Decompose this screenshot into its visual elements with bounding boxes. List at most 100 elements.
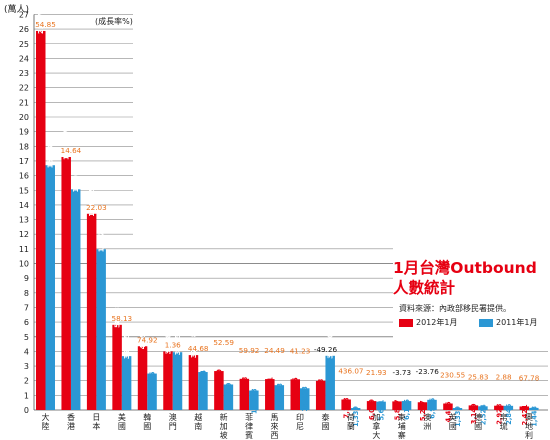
category-label: 國 (143, 422, 151, 431)
category-label: 荷 (347, 412, 355, 422)
bar-2012 (36, 30, 46, 411)
y-axis-unit-label: (萬人) (4, 5, 30, 15)
bar-2012 (315, 380, 326, 410)
bar-2012 (163, 351, 173, 410)
bar-2011 (223, 384, 234, 410)
bar-2011 (376, 401, 386, 410)
bar-value-label-2011: 6,935 (429, 397, 437, 418)
y-tick-label: 21 (19, 98, 29, 107)
y-tick-label: 23 (19, 69, 29, 78)
growth-rate-label: -3.73 (392, 368, 411, 377)
category-label: 利 (525, 430, 533, 440)
growth-rate-header: (成長率%) (95, 17, 133, 26)
category-label: 印 (296, 413, 304, 422)
y-tick-label: 2 (24, 377, 29, 386)
category-label: 日 (92, 413, 100, 422)
growth-rate-label: -49.26 (314, 345, 338, 354)
bar-value-label-2012: 20,955 (292, 377, 300, 403)
y-tick-label: 1 (24, 391, 29, 400)
bar-2012 (61, 157, 71, 410)
category-label: 拿 (372, 421, 380, 431)
bar-value-label-2012: 39,986 (165, 329, 173, 355)
category-label: 美 (118, 412, 126, 422)
legend-label-2012: 2012年1月 (416, 318, 458, 327)
chart-title-line-2: 人數統計 (393, 279, 456, 297)
growth-rate-label: 44.68 (188, 344, 209, 353)
growth-rate-label: 41.23 (290, 346, 311, 355)
bar-value-label-2012: 26,579 (215, 369, 223, 395)
growth-rate-label: 1.36 (165, 340, 181, 349)
bar-value-label-2011: 17,419 (225, 382, 233, 408)
bar-value-label-2012: 19,928 (317, 378, 325, 404)
growth-rate-label: 59.92 (239, 346, 260, 355)
category-label: 香 (67, 412, 75, 422)
bar-2011 (147, 373, 157, 410)
y-tick-label: 15 (19, 186, 29, 195)
bar-value-label-2011: 16,958 (276, 383, 284, 409)
y-tick-label: 18 (19, 142, 29, 151)
bar-2011 (401, 401, 412, 410)
bar-value-label-2012: 21,111 (266, 377, 274, 403)
growth-rate-label: 67.78 (519, 373, 540, 382)
bar-2012 (341, 399, 351, 410)
bar-value-label-2012: 37,478 (190, 332, 198, 358)
legend-swatch-2011 (479, 318, 493, 327)
bar-2012 (417, 402, 428, 410)
category-label: 奧 (525, 412, 533, 422)
category-label: 馬 (271, 413, 279, 422)
bar-value-label-2011: 39,451 (174, 329, 182, 355)
category-label: 國 (449, 422, 457, 431)
bar-value-label-2011: 1,339 (352, 406, 360, 427)
growth-rate-label: 230.55 (440, 371, 465, 380)
bar-value-label-2011: 2,846 (505, 403, 513, 424)
category-label: 洲 (423, 422, 431, 431)
growth-rate-label: 58.13 (112, 314, 133, 323)
y-tick-label: 10 (19, 260, 29, 269)
category-label: 地 (525, 421, 533, 431)
chart-title: 1月台灣Outbound 人數統計 (393, 258, 537, 298)
bar-2012 (468, 405, 479, 410)
bar-2012 (366, 401, 377, 410)
bar-2012 (137, 346, 148, 410)
bar-value-label-2012: 6,089 (368, 399, 376, 420)
category-label: 英 (449, 412, 457, 422)
growth-rate-label: -23.76 (416, 367, 440, 376)
y-tick-label: 24 (19, 54, 29, 63)
bar-value-label-2012: 5,287 (419, 400, 427, 421)
category-label: 國 (321, 422, 329, 431)
bar-value-label-2012: 2,421 (521, 404, 529, 425)
growth-rate-label: 2.88 (496, 373, 512, 382)
y-tick-label: 3 (24, 362, 29, 371)
y-tick-label: 19 (19, 128, 29, 137)
chart-title-line-1: 1月台灣Outbound (393, 259, 537, 277)
y-tick-label: 8 (24, 289, 29, 298)
legend: 2012年1月 2011年1月 (399, 317, 549, 329)
y-tick-label: 9 (24, 274, 29, 283)
y-tick-label: 14 (19, 201, 29, 210)
bar-value-label-2011: 1,339 (454, 406, 462, 427)
category-label: 柬 (398, 413, 406, 422)
data-source-note: 資料來源：內政部移民署提供。 (399, 304, 511, 313)
category-label: 國 (118, 422, 126, 431)
bar-2011 (45, 165, 55, 410)
category-label: 大 (42, 412, 50, 422)
category-label: 陸 (42, 421, 50, 431)
bar-value-label-2011: 6,105 (403, 399, 411, 420)
y-tick-label: 4 (24, 347, 29, 356)
y-tick-label: 17 (19, 157, 29, 166)
category-label: 港 (67, 421, 75, 431)
bar-value-label-2011: 2,524 (479, 404, 487, 425)
y-tick-label: 25 (19, 40, 29, 49)
bar-2011 (198, 372, 208, 410)
growth-rate-label: 21.93 (366, 368, 387, 377)
bar-2012 (188, 355, 199, 410)
growth-rate-label: 54.85 (35, 20, 56, 29)
bar-2012 (519, 406, 530, 410)
y-tick-label: 5 (24, 333, 29, 342)
bar-2012 (494, 405, 504, 410)
bar-2011 (452, 408, 463, 410)
category-label: 賓 (245, 430, 253, 440)
bar-value-label-2011: 1,443 (530, 405, 538, 426)
bar-2012 (112, 324, 122, 410)
